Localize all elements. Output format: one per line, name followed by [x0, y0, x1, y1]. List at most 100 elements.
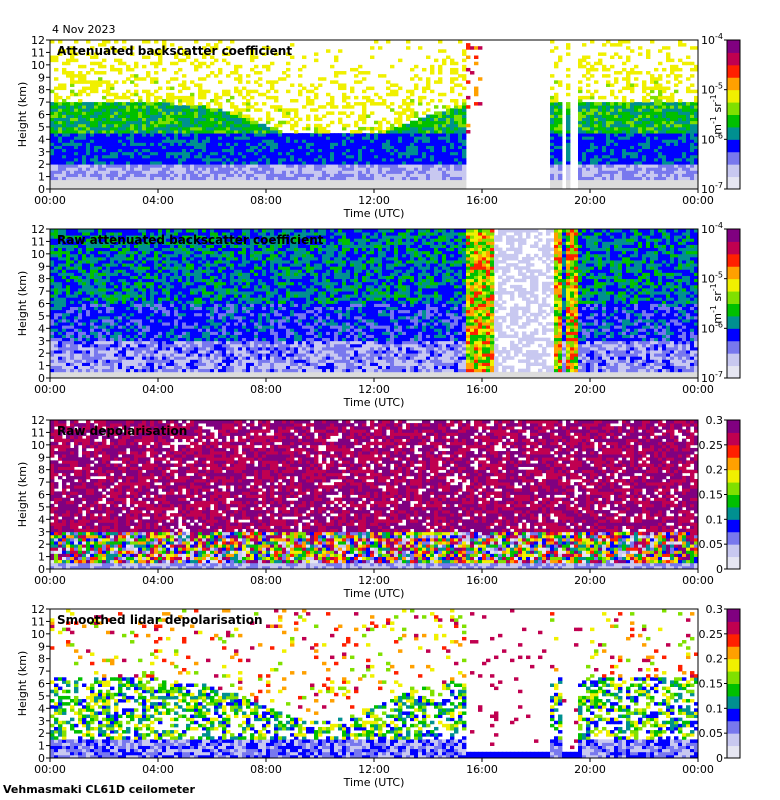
- heatmap-cell: [678, 108, 683, 112]
- heatmap-cell: [58, 343, 63, 348]
- heatmap-cell: [314, 179, 319, 184]
- heatmap-cell: [246, 161, 251, 165]
- heatmap-cell: [50, 114, 55, 118]
- heatmap-cell: [626, 145, 631, 150]
- heatmap-cell: [310, 142, 315, 146]
- heatmap-cell: [406, 139, 411, 143]
- heatmap-cell: [50, 89, 55, 94]
- heatmap-cell: [370, 179, 375, 184]
- heatmap-cell: [74, 278, 79, 283]
- heatmap-cell: [450, 173, 455, 177]
- heatmap-cell: [362, 126, 367, 131]
- heatmap-cell: [362, 114, 367, 118]
- y-tick-label: 6: [38, 109, 45, 122]
- heatmap-cell: [634, 164, 639, 168]
- heatmap-cell: [214, 108, 219, 112]
- heatmap-cell: [326, 92, 331, 97]
- heatmap-cell: [342, 167, 347, 171]
- heatmap-cell: [674, 167, 679, 171]
- heatmap-cell: [422, 176, 427, 181]
- heatmap-cell: [434, 117, 439, 122]
- heatmap-cell: [242, 102, 247, 106]
- heatmap-cell: [94, 142, 99, 146]
- heatmap-cell: [630, 86, 635, 91]
- heatmap-cell: [362, 176, 367, 181]
- heatmap-cell: [82, 309, 87, 314]
- heatmap-cell: [66, 263, 71, 267]
- heatmap-cell: [54, 263, 59, 267]
- heatmap-cell: [670, 176, 675, 181]
- heatmap-cell: [118, 142, 123, 146]
- heatmap-cell: [602, 123, 607, 128]
- heatmap-cell: [202, 61, 207, 66]
- heatmap-cell: [146, 105, 151, 109]
- heatmap-cell: [58, 275, 63, 280]
- heatmap-cell: [306, 161, 311, 165]
- heatmap-cell: [262, 126, 267, 131]
- heatmap-cell: [70, 244, 75, 249]
- heatmap-cell: [194, 105, 199, 109]
- heatmap-cell: [314, 58, 319, 63]
- heatmap-cell: [362, 157, 367, 162]
- heatmap-cell: [598, 111, 603, 115]
- heatmap-cell: [454, 126, 459, 131]
- heatmap-cell: [634, 139, 639, 143]
- heatmap-cell: [126, 77, 131, 81]
- heatmap-cell: [130, 108, 135, 112]
- heatmap-cell: [586, 114, 591, 118]
- heatmap-cell: [410, 185, 415, 190]
- heatmap-cell: [182, 95, 187, 100]
- heatmap-cell: [238, 154, 243, 159]
- heatmap-cell: [210, 133, 215, 137]
- heatmap-cell: [178, 67, 183, 72]
- heatmap-cell: [662, 111, 667, 115]
- heatmap-cell: [414, 86, 419, 91]
- heatmap-cell: [182, 170, 187, 174]
- heatmap-cell: [82, 244, 87, 249]
- heatmap-cell: [50, 353, 55, 357]
- heatmap-cell: [222, 170, 227, 174]
- heatmap-cell: [198, 117, 203, 122]
- heatmap-cell: [238, 126, 243, 131]
- heatmap-cell: [654, 77, 659, 81]
- heatmap-cell: [610, 123, 615, 128]
- heatmap-cell: [62, 300, 67, 304]
- heatmap-cell: [362, 102, 367, 106]
- heatmap-cell: [638, 142, 643, 146]
- heatmap-cell: [382, 164, 387, 168]
- heatmap-cell: [266, 167, 271, 171]
- heatmap-cell: [74, 185, 79, 190]
- heatmap-cell: [554, 46, 559, 50]
- heatmap-cell: [226, 176, 231, 181]
- heatmap-cell: [254, 145, 259, 150]
- heatmap-cell: [606, 151, 611, 156]
- heatmap-cell: [686, 114, 691, 118]
- heatmap-cell: [242, 114, 247, 118]
- heatmap-cell: [170, 108, 175, 112]
- heatmap-cell: [634, 176, 639, 181]
- heatmap-cell: [694, 151, 699, 156]
- heatmap-cell: [218, 120, 223, 125]
- heatmap-cell: [134, 114, 139, 118]
- heatmap-cell: [122, 117, 127, 122]
- heatmap-cell: [54, 291, 59, 295]
- heatmap-cell: [406, 145, 411, 150]
- heatmap-cell: [230, 179, 235, 184]
- heatmap-cell: [678, 117, 683, 122]
- heatmap-cell: [186, 102, 191, 106]
- heatmap-cell: [426, 83, 431, 87]
- heatmap-cell: [310, 179, 315, 184]
- heatmap-cell: [102, 130, 107, 134]
- heatmap-cell: [178, 170, 183, 174]
- heatmap-cell: [58, 244, 63, 249]
- heatmap-cell: [126, 161, 131, 165]
- heatmap-cell: [338, 145, 343, 150]
- heatmap-cell: [466, 123, 471, 128]
- heatmap-cell: [94, 157, 99, 162]
- heatmap-cell: [66, 130, 71, 134]
- heatmap-cell: [298, 176, 303, 181]
- heatmap-cell: [362, 161, 367, 165]
- heatmap-cell: [658, 120, 663, 125]
- heatmap-cell: [166, 161, 171, 165]
- colorbar-segment: [727, 151, 740, 155]
